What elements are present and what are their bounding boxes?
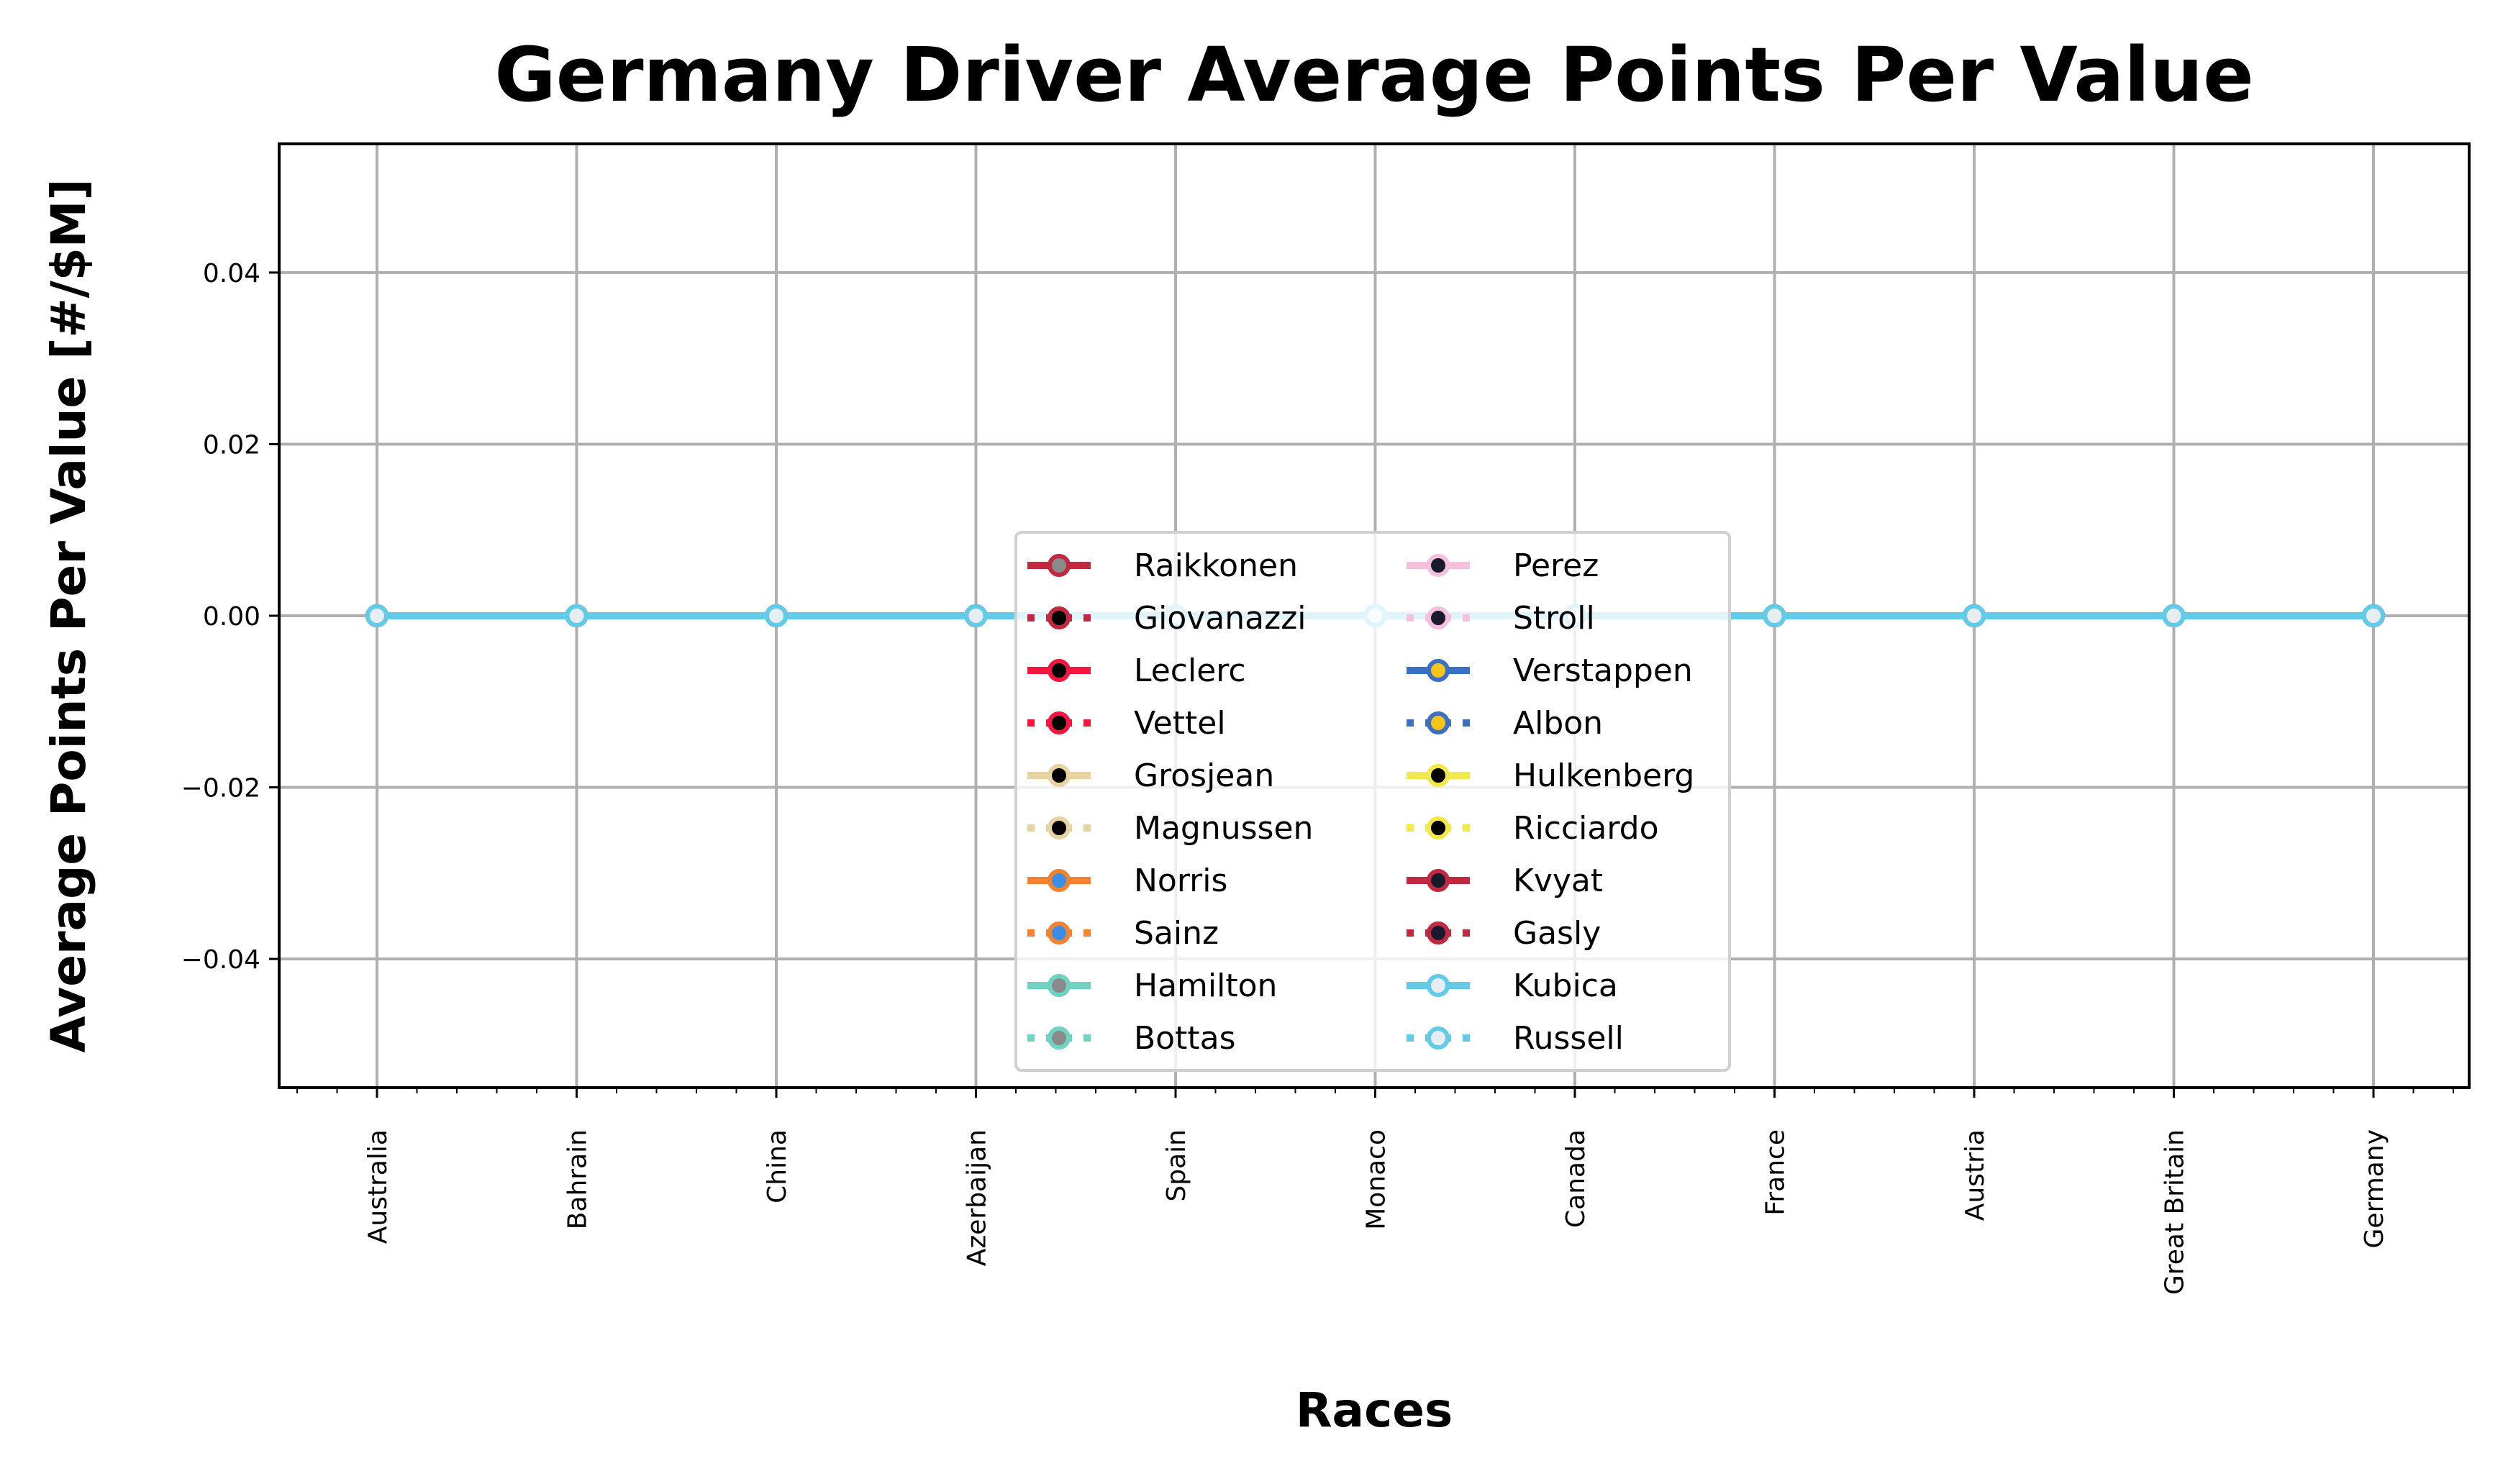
legend-entry: Sainz xyxy=(1027,915,1219,952)
y-tick-label: 0.00 xyxy=(203,602,260,632)
legend: Raikkonen Giovanazzi Leclerc Vettel Grosjean… xyxy=(1014,531,1731,1072)
legend-marker xyxy=(1048,606,1071,629)
legend-entry: Stroll xyxy=(1407,600,1595,637)
legend-label: Grosjean xyxy=(1134,757,1274,794)
x-axis-label: Races xyxy=(1296,1383,1453,1438)
legend-entry: Ricciardo xyxy=(1407,810,1659,847)
legend-marker xyxy=(1427,1026,1450,1050)
legend-label: Leclerc xyxy=(1134,652,1246,689)
legend-marker xyxy=(1048,764,1071,787)
legend-marker xyxy=(1048,1026,1071,1050)
y-axis-label: Average Points Per Value [#/$M] xyxy=(41,178,96,1052)
x-tick-label: Austria xyxy=(1960,1129,1990,1221)
legend-label: Hamilton xyxy=(1134,968,1277,1004)
x-tick-label: Canada xyxy=(1561,1129,1591,1228)
legend-entry: Gasly xyxy=(1407,915,1601,952)
legend-label: Giovanazzi xyxy=(1134,600,1307,637)
legend-marker xyxy=(1427,816,1450,839)
legend-label: Hulkenberg xyxy=(1513,757,1694,794)
series-point xyxy=(365,604,389,627)
series-point xyxy=(2162,604,2186,627)
x-tick-label: Great Britain xyxy=(2161,1129,2190,1295)
legend-label: Sainz xyxy=(1134,915,1219,952)
x-tick-label: Spain xyxy=(1162,1129,1191,1202)
legend-label: Verstappen xyxy=(1513,652,1693,689)
legend-entry: Perez xyxy=(1407,547,1599,584)
x-tick-label: Azerbaijan xyxy=(963,1129,992,1266)
legend-marker xyxy=(1048,921,1071,944)
legend-label: Albon xyxy=(1513,705,1603,742)
legend-entry: Hamilton xyxy=(1027,968,1277,1004)
legend-marker xyxy=(1048,869,1071,892)
legend-entry: Raikkonen xyxy=(1027,547,1298,584)
y-tick-label: 0.02 xyxy=(203,430,260,460)
x-tick-label: France xyxy=(1761,1129,1791,1216)
x-tick-label: Bahrain xyxy=(563,1129,593,1229)
legend-entry: Bottas xyxy=(1027,1020,1236,1057)
legend-entry: Leclerc xyxy=(1027,652,1246,689)
legend-label: Russell xyxy=(1513,1020,1624,1057)
x-tick-label: Germany xyxy=(2360,1129,2389,1248)
legend-marker xyxy=(1427,869,1450,892)
legend-marker xyxy=(1427,659,1450,682)
y-axis-ticks: 0.04 0.02 0.00 −0.02 −0.04 xyxy=(181,259,279,975)
legend-marker xyxy=(1427,764,1450,787)
legend-entry: Russell xyxy=(1407,1020,1624,1057)
x-tick-label: Monaco xyxy=(1362,1129,1391,1230)
legend-entry: Magnussen xyxy=(1027,810,1313,847)
series-point xyxy=(964,604,988,627)
legend-marker xyxy=(1427,606,1450,629)
legend-entry: Albon xyxy=(1407,705,1603,742)
legend-entry: Vettel xyxy=(1027,705,1226,742)
legend-label: Stroll xyxy=(1513,600,1595,637)
legend-marker xyxy=(1048,974,1071,997)
legend-marker xyxy=(1427,921,1450,944)
legend-marker xyxy=(1048,816,1071,839)
legend-marker xyxy=(1427,711,1450,734)
series-point xyxy=(765,604,788,627)
legend-entry: Giovanazzi xyxy=(1027,600,1307,637)
legend-label: Vettel xyxy=(1134,705,1226,742)
legend-entry: Hulkenberg xyxy=(1407,757,1694,794)
legend-label: Norris xyxy=(1134,862,1227,899)
legend-marker xyxy=(1427,974,1450,997)
legend-entry: Verstappen xyxy=(1407,652,1693,689)
series-point xyxy=(2362,604,2385,627)
legend-label: Raikkonen xyxy=(1134,547,1298,584)
legend-marker xyxy=(1048,711,1071,734)
legend-label: Kvyat xyxy=(1513,862,1603,899)
chart-title: Germany Driver Average Points Per Value xyxy=(494,31,2253,119)
series-point xyxy=(565,604,589,627)
legend-label: Gasly xyxy=(1513,915,1601,952)
legend-box xyxy=(1014,531,1731,1072)
legend-entry: Kvyat xyxy=(1407,862,1603,899)
y-tick-label: −0.02 xyxy=(181,774,260,804)
x-tick-label: China xyxy=(763,1129,792,1203)
x-tick-label: Australia xyxy=(363,1129,393,1244)
legend-label: Bottas xyxy=(1134,1020,1236,1057)
y-tick-label: −0.04 xyxy=(181,945,260,975)
legend-marker xyxy=(1048,554,1071,577)
series-point xyxy=(1763,604,1786,627)
legend-label: Ricciardo xyxy=(1513,810,1659,847)
legend-entry: Grosjean xyxy=(1027,757,1274,794)
legend-entry: Norris xyxy=(1027,862,1227,899)
x-axis-ticks: Australia Bahrain China Azerbaijan Spain Mona… xyxy=(296,1088,2454,1295)
legend-marker xyxy=(1427,554,1450,577)
legend-entry: Kubica xyxy=(1407,968,1618,1004)
legend-label: Magnussen xyxy=(1134,810,1313,847)
legend-label: Kubica xyxy=(1513,968,1618,1004)
y-tick-label: 0.04 xyxy=(203,259,260,288)
legend-marker xyxy=(1048,659,1071,682)
series-point xyxy=(1963,604,1986,627)
legend-label: Perez xyxy=(1513,547,1599,584)
